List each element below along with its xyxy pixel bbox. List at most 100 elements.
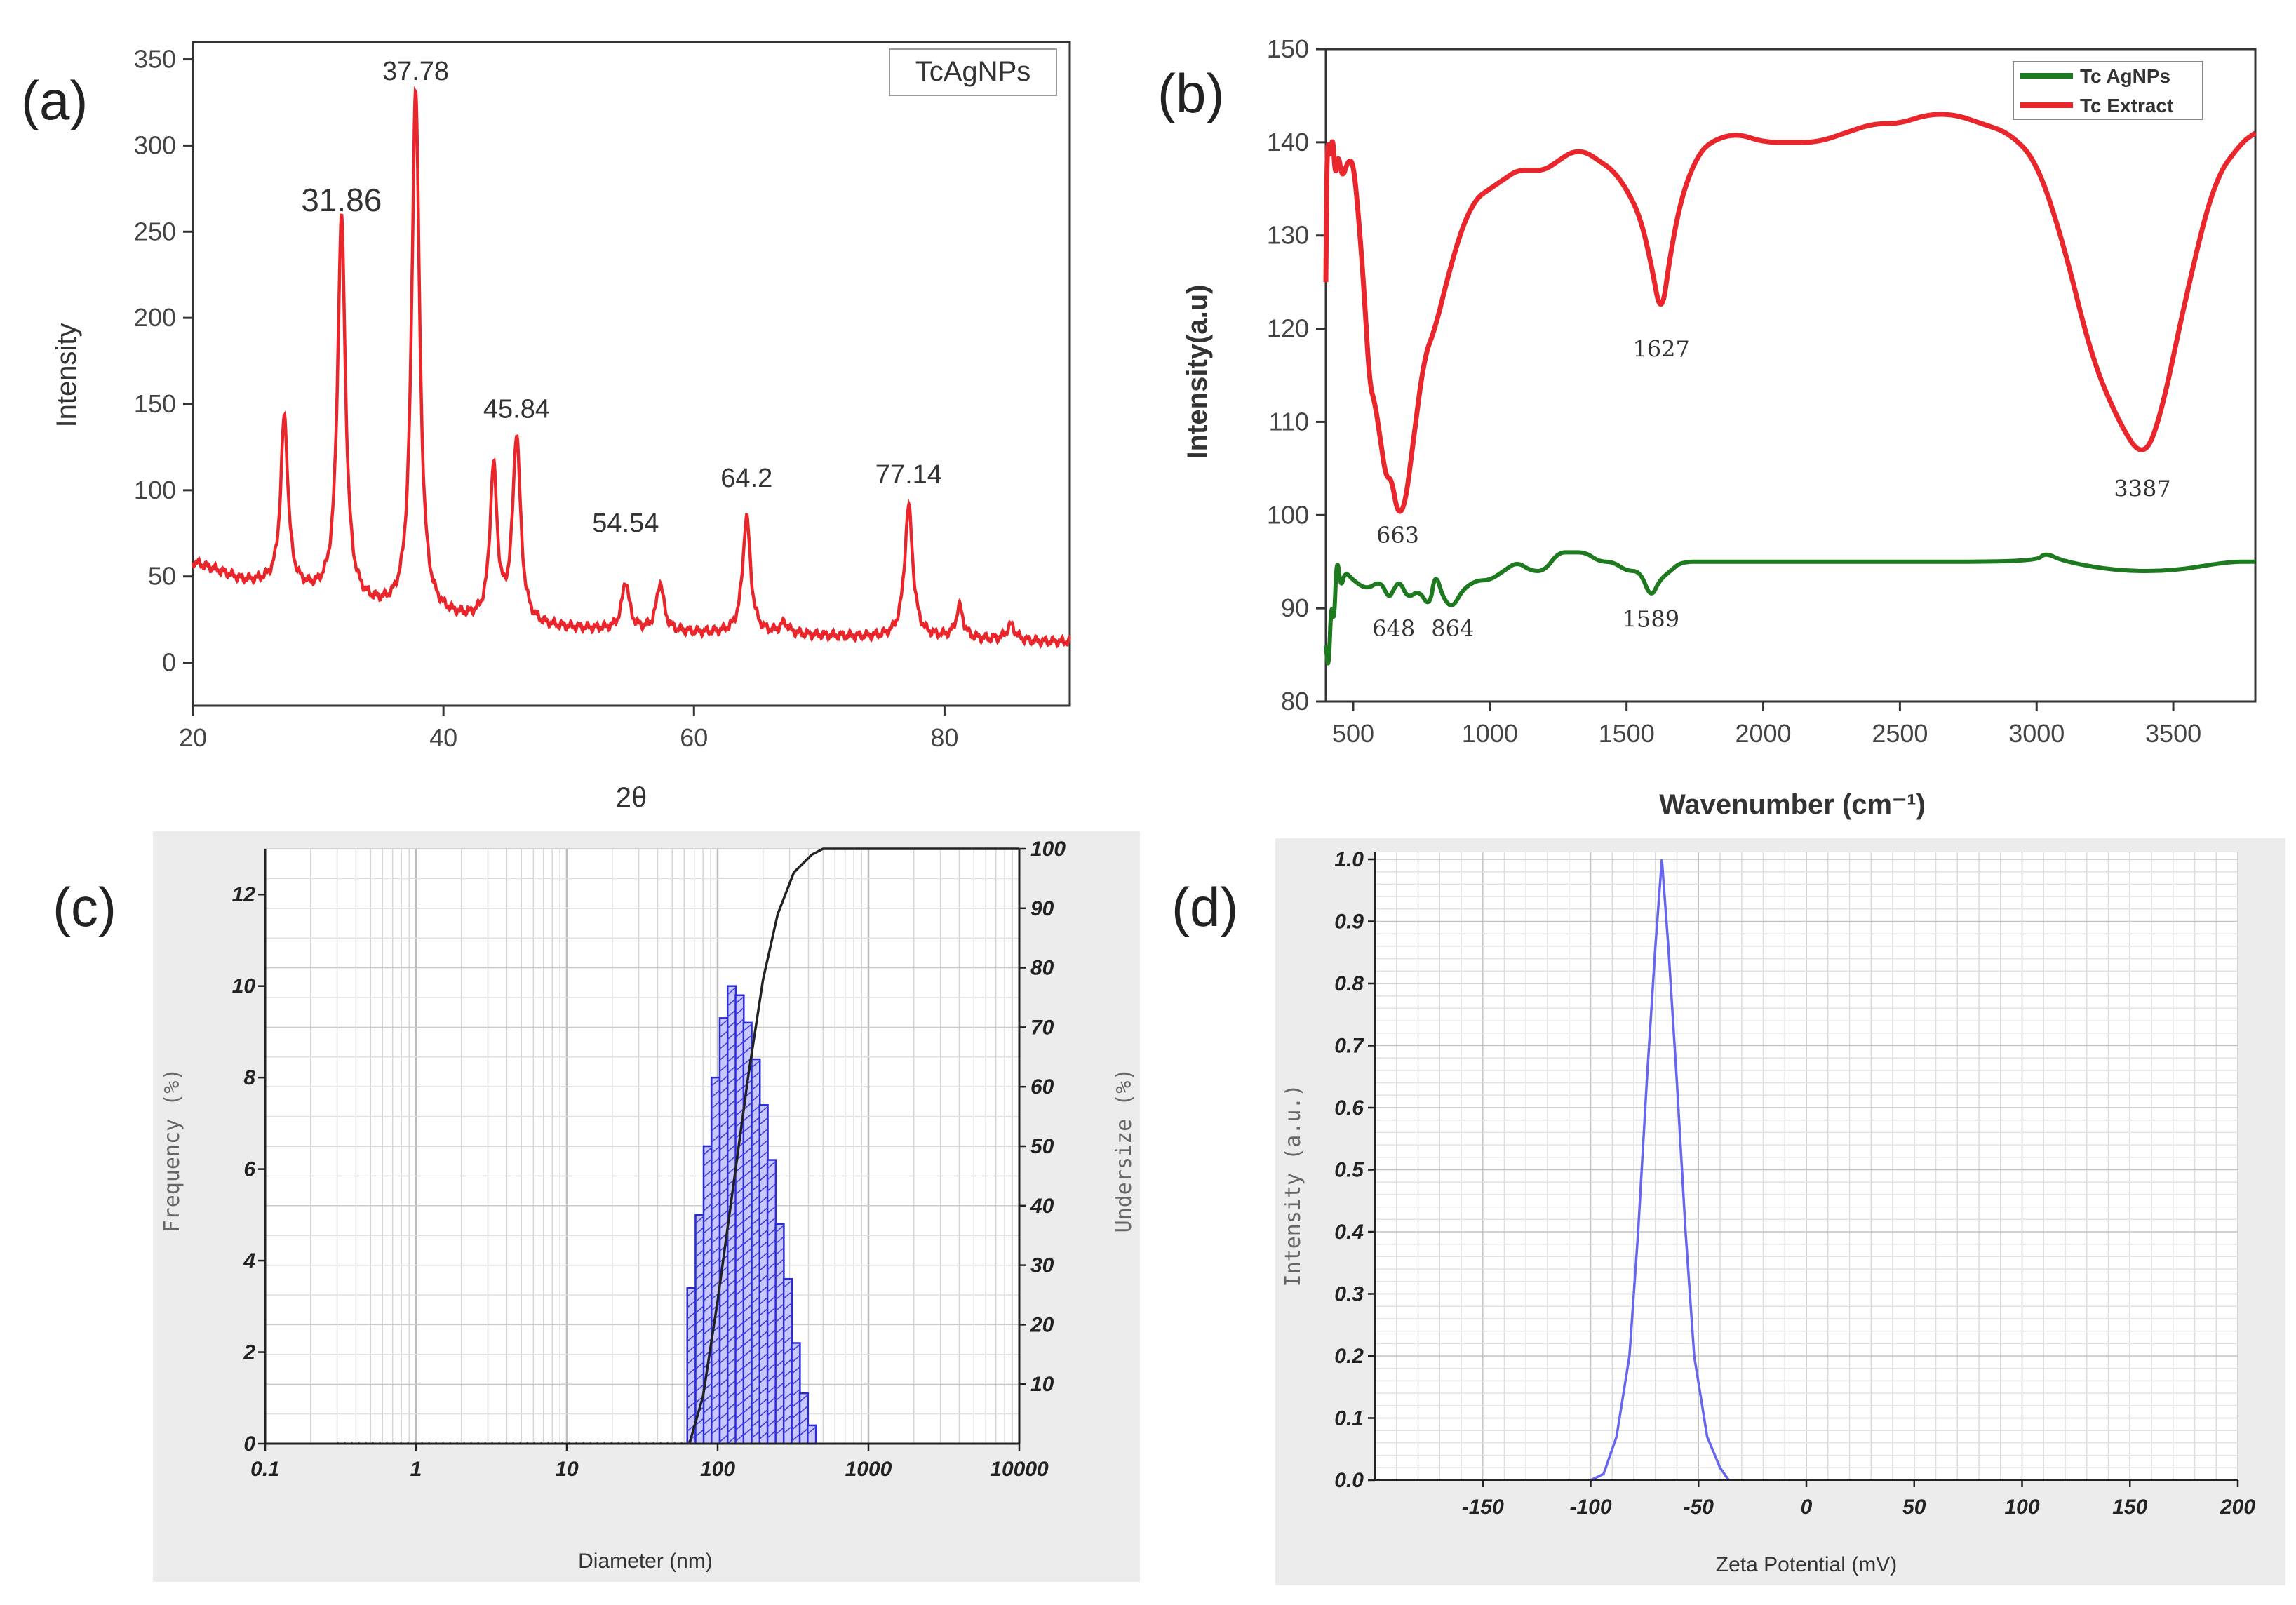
dls-bar-hatch [719, 1097, 729, 1106]
dls-bar-hatch [759, 1397, 769, 1406]
dls-bar-hatch [767, 1216, 777, 1225]
dls-bar-hatch [759, 1184, 769, 1193]
dls-ytick-label: 10 [232, 975, 256, 998]
dls-bar-hatch [783, 1358, 793, 1366]
dls-bar-hatch [727, 1021, 737, 1029]
ftir-peak-label: 648 [1372, 615, 1415, 642]
dls-bar-hatch [735, 1254, 744, 1263]
dls-bar-hatch [759, 1139, 769, 1148]
xrd-pattern-line [191, 86, 1072, 649]
dls-bar-hatch [727, 1391, 737, 1399]
dls-bar-hatch [719, 1366, 729, 1375]
dls-bar-hatch [751, 1228, 760, 1237]
dls-bar-hatch [735, 1400, 744, 1409]
dls-bar-hatch [727, 1066, 737, 1074]
dls-undersize-curve [688, 847, 1019, 1444]
dls-bar-hatch [743, 1237, 753, 1245]
dls-bar-hatch [751, 1094, 760, 1102]
dls-bar-hatch [775, 1281, 784, 1289]
dls-y2tick-label: 60 [1030, 1075, 1054, 1099]
dls-bar-hatch [695, 1429, 704, 1437]
dls-bar-hatch [791, 1422, 800, 1431]
dls-bar-hatch [751, 1430, 760, 1439]
dls-bar-hatch [735, 1411, 744, 1420]
dls-bar-hatch [783, 1302, 793, 1310]
panel-label-b: (b) [1157, 62, 1224, 124]
dls-bar-hatch [759, 1319, 769, 1327]
zeta-ytick-label: 0.1 [1334, 1407, 1364, 1430]
ftir-ylabel: Intensity(a.u) [1182, 285, 1213, 459]
zeta-ytick-label: 0.2 [1334, 1345, 1364, 1368]
dls-chart: 0 2 4 6 8 10 12 10 20 30 40 50 60 70 80 90 100 0.1 1 10 100 1… [153, 831, 1140, 1582]
dls-bar-hatch [719, 1075, 729, 1083]
dls-bar-hatch [751, 1060, 760, 1068]
dls-bar-hatch [751, 1273, 760, 1282]
dls-bar-hatch [703, 1192, 713, 1200]
dls-bar-hatch [719, 1164, 729, 1173]
dls-bar-hatch [783, 1336, 793, 1344]
dls-bar-hatch [807, 1426, 817, 1435]
dls-bar-hatch [695, 1362, 704, 1370]
dls-bar-hatch [759, 1420, 769, 1428]
dls-bar-hatch [711, 1258, 720, 1266]
dls-bar-hatch [775, 1371, 784, 1379]
zeta-xtick-label: 0 [1801, 1496, 1813, 1519]
dls-bar-hatch [791, 1388, 800, 1397]
dls-bar-hatch [695, 1283, 704, 1291]
ftir-plot-frame [1324, 48, 2257, 703]
dls-ytick-label: 12 [232, 883, 256, 906]
ftir-series-extract [1323, 112, 2257, 514]
dls-bar-hatch [687, 1345, 696, 1353]
zeta-xtick-label: 200 [2220, 1496, 2255, 1519]
dls-bar-hatch [711, 1348, 720, 1356]
dls-bar-hatch [743, 1394, 753, 1402]
dls-bar-hatch [727, 1077, 737, 1085]
dls-bar-hatch [767, 1194, 777, 1203]
dls-bar-hatch [687, 1378, 696, 1387]
dls-bar-hatch [703, 1327, 713, 1335]
dls-bar-hatch [687, 1300, 696, 1308]
dls-bar-hatch [751, 1105, 760, 1113]
xrd-legend-box [889, 48, 1057, 96]
dls-bar-hatch [751, 1419, 760, 1428]
dls-bar-hatch [743, 1203, 753, 1211]
dls-bar-hatch [759, 1341, 769, 1350]
dls-y2label: Undersize (%) [1112, 1068, 1136, 1233]
dls-bar-hatch [759, 1296, 769, 1305]
zeta-ytick-label: 0.9 [1334, 911, 1364, 934]
dls-bar-hatch [783, 1381, 793, 1389]
dls-bar-hatch [727, 1110, 737, 1119]
dls-bar-hatch [695, 1261, 704, 1269]
zeta-xtick-label: -50 [1684, 1496, 1714, 1519]
dls-bar-hatch [751, 1341, 760, 1349]
dls-bar-hatch [799, 1405, 809, 1413]
panel-label-a: (a) [21, 69, 88, 131]
dls-bar-hatch [719, 1142, 729, 1150]
dls-bar-hatch [743, 1124, 753, 1133]
dls-ytick-label: 4 [243, 1249, 255, 1272]
dls-bar-hatch [759, 1128, 769, 1136]
dls-bar-hatch [775, 1427, 784, 1435]
dls-bar-hatch [751, 1206, 760, 1214]
zeta-xtick-label: -100 [1569, 1496, 1611, 1519]
dls-bar-hatch [711, 1415, 720, 1423]
ftir-ytick-label: 140 [1267, 128, 1309, 156]
dls-bar-hatch [767, 1396, 777, 1405]
dls-bar-hatch [759, 1352, 769, 1361]
dls-bar-hatch [775, 1404, 784, 1413]
dls-bar-hatch [719, 1400, 729, 1409]
dls-bar-hatch [743, 1293, 753, 1301]
ftir-xtick-label: 500 [1332, 719, 1374, 748]
dls-bar-hatch [743, 1327, 753, 1335]
dls-bar-hatch [791, 1399, 800, 1409]
dls-bar-hatch [767, 1351, 777, 1360]
dls-bar-hatch [767, 1228, 777, 1237]
dls-bar-hatch [775, 1326, 784, 1334]
dls-bar-hatch [735, 996, 744, 1005]
dls-bar-hatch [759, 1285, 769, 1294]
dls-bar-hatch [775, 1247, 784, 1256]
dls-y2tick-label: 80 [1030, 957, 1054, 980]
dls-bar-hatch [703, 1259, 713, 1268]
dls-bar-hatch [759, 1375, 769, 1383]
dls-bar-hatch [711, 1381, 720, 1390]
